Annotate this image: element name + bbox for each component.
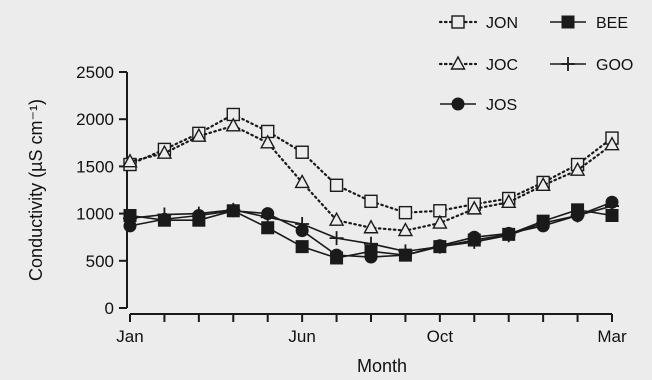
legend-marker-goo [561, 57, 575, 71]
data-point-goo [260, 210, 275, 225]
series-group [122, 107, 620, 265]
legend-item-joc: JOC [438, 55, 518, 74]
data-point-goo [123, 211, 137, 226]
data-point-jos [123, 219, 137, 233]
data-point-bee [295, 240, 309, 254]
data-point-goo [570, 208, 585, 223]
x-tick-label: Mar [597, 327, 627, 346]
legend-item-bee: BEE [550, 15, 628, 32]
data-point-joc [294, 173, 310, 189]
x-tick-label: Oct [427, 327, 454, 346]
legend: JON BEE JOC GOO JOS [438, 15, 633, 114]
data-point-jon [295, 145, 309, 159]
y-tick-label: 2000 [76, 110, 114, 129]
series-jon [123, 107, 619, 220]
y-axis-label: Conductivity (µS cm⁻¹) [26, 99, 46, 281]
legend-item-jon: JON [438, 15, 518, 32]
data-point-joc [535, 176, 551, 191]
legend-marker-jos [451, 97, 465, 111]
y-tick-label: 1000 [76, 205, 114, 224]
data-point-joc [501, 193, 517, 208]
data-point-goo [432, 239, 447, 254]
data-point-joc [156, 144, 173, 159]
data-point-jon [329, 178, 344, 192]
data-point-joc [397, 222, 414, 237]
data-point-goo [398, 244, 413, 259]
data-point-goo [295, 216, 310, 231]
data-point-joc [260, 134, 276, 149]
data-point-joc [569, 161, 586, 176]
y-tick-label: 500 [86, 252, 114, 271]
data-point-joc [363, 219, 379, 234]
y-tick-label: 2500 [76, 63, 114, 82]
legend-label-jos: JOS [486, 97, 517, 114]
data-point-joc [466, 200, 482, 215]
data-point-goo [501, 228, 516, 243]
legend-label-joc: JOC [486, 57, 518, 74]
data-point-joc [432, 214, 448, 229]
data-point-goo [226, 202, 241, 217]
data-point-bee [330, 251, 344, 265]
y-tick-label: 1500 [76, 157, 114, 176]
y-tick-label: 0 [105, 299, 114, 318]
series-goo [123, 199, 619, 259]
legend-item-jos: JOS [440, 97, 517, 114]
legend-marker-jon [451, 15, 465, 29]
data-point-goo [191, 206, 206, 221]
legend-marker-joc [450, 55, 466, 70]
data-point-joc [122, 153, 138, 168]
axes: 0 500 1000 1500 2000 2500 Jan Jun Oct Mar [76, 63, 627, 346]
data-point-goo [364, 236, 378, 251]
data-point-jon [398, 205, 413, 220]
data-point-goo [157, 207, 172, 222]
legend-label-goo: GOO [596, 57, 633, 74]
data-point-goo [467, 234, 482, 249]
data-point-jon [364, 194, 378, 209]
data-point-goo [536, 216, 551, 231]
legend-item-goo: GOO [550, 57, 633, 74]
data-point-joc [225, 117, 241, 132]
x-tick-label: Jan [116, 327, 143, 346]
data-point-goo [605, 199, 619, 214]
data-point-goo [329, 231, 344, 246]
x-axis-label: Month [357, 356, 407, 376]
legend-label-jon: JON [486, 15, 518, 32]
legend-marker-bee [561, 15, 575, 29]
legend-label-bee: BEE [596, 15, 628, 32]
data-point-joc [191, 127, 207, 142]
data-point-joc [328, 211, 345, 226]
x-tick-label: Jun [288, 327, 315, 346]
data-point-joc [604, 136, 620, 151]
series-joc [122, 117, 620, 237]
